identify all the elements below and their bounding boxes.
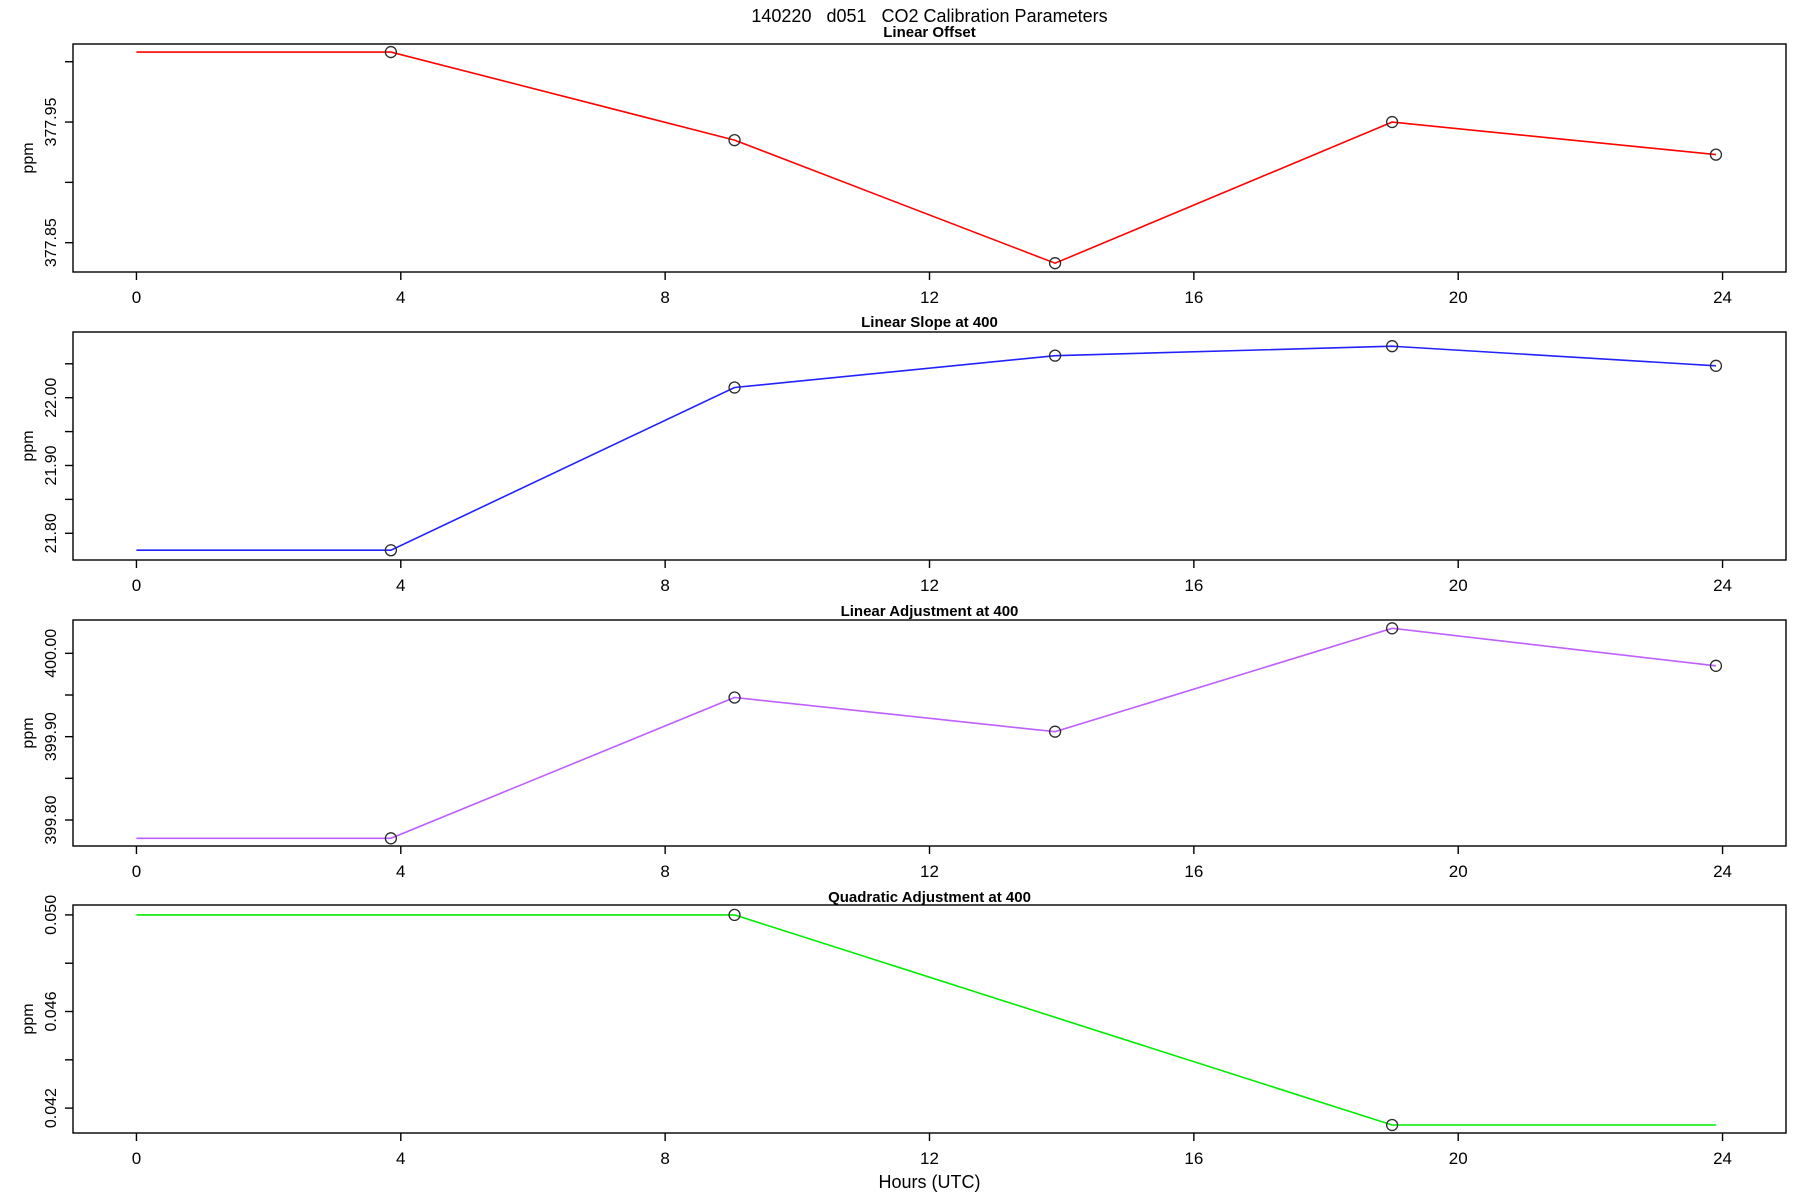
x-tick-label: 20 bbox=[1449, 288, 1468, 307]
y-axis-label-panel-4: ppm bbox=[20, 1003, 37, 1035]
x-tick-label: 4 bbox=[396, 288, 405, 307]
x-tick-label: 0 bbox=[132, 1149, 141, 1168]
x-tick-label: 20 bbox=[1449, 576, 1468, 595]
x-tick-label: 16 bbox=[1184, 576, 1203, 595]
data-point-marker bbox=[384, 544, 398, 557]
x-tick-label: 16 bbox=[1184, 1149, 1203, 1168]
data-point-marker bbox=[384, 45, 398, 59]
data-point-marker bbox=[1385, 340, 1399, 353]
data-point-marker bbox=[1709, 659, 1723, 672]
x-tick-label: 20 bbox=[1449, 1149, 1468, 1168]
plot-box-border bbox=[72, 619, 1787, 847]
x-tick-label: 12 bbox=[920, 288, 939, 307]
x-axis-label: Hours (UTC) bbox=[878, 1172, 981, 1192]
plot-box-border bbox=[72, 43, 1787, 273]
data-point-marker bbox=[1385, 622, 1399, 635]
panel-title-quadratic-adjustment: Quadratic Adjustment at 400 bbox=[828, 889, 1031, 906]
x-tick-label: 0 bbox=[132, 288, 141, 307]
y-tick-label: 21.90 bbox=[43, 445, 60, 485]
x-tick-label: 4 bbox=[396, 1149, 405, 1168]
linear-adjustment-line bbox=[136, 627, 1716, 840]
y-tick-label: 377.85 bbox=[43, 218, 60, 267]
linear-offset-line bbox=[136, 51, 1716, 265]
linear-slope-line bbox=[136, 345, 1716, 552]
panel-4: 0 4 8 12 16 20 24 0.042 0.046 0.050 bbox=[43, 895, 1787, 1168]
y-tick-label: 22.00 bbox=[43, 378, 60, 418]
x-tick-label: 0 bbox=[132, 576, 141, 595]
data-point-marker bbox=[728, 908, 741, 922]
x-tick-label: 16 bbox=[1184, 288, 1203, 307]
x-tick-label: 24 bbox=[1713, 576, 1732, 595]
y-axis-label-panel-3: ppm bbox=[20, 717, 37, 749]
y-tick-label: 0.050 bbox=[43, 895, 60, 935]
panel-2: 0 4 8 12 16 20 24 21.80 21.90 22.00 bbox=[43, 331, 1787, 595]
y-tick-label: 377.95 bbox=[43, 97, 60, 146]
panel-3: 0 4 8 12 16 20 24 399.80 399.90 400.00 bbox=[43, 619, 1787, 881]
data-point-marker bbox=[1048, 349, 1062, 362]
y-axis-label-panel-1: ppm bbox=[20, 142, 37, 174]
data-point-marker bbox=[1385, 115, 1399, 129]
y-tick-label: 0.046 bbox=[43, 991, 60, 1031]
page-title: 140220 d051 CO2 Calibration Parameters bbox=[751, 6, 1108, 26]
x-tick-label: 16 bbox=[1184, 862, 1203, 881]
panel-title-linear-slope: Linear Slope at 400 bbox=[861, 314, 998, 331]
x-tick-label: 8 bbox=[660, 576, 669, 595]
x-tick-label: 8 bbox=[660, 1149, 669, 1168]
panel-title-linear-adjustment: Linear Adjustment at 400 bbox=[840, 603, 1019, 620]
y-tick-label: 400.00 bbox=[43, 629, 60, 678]
plot-box-border bbox=[72, 904, 1787, 1134]
data-point-marker bbox=[728, 381, 741, 394]
data-point-marker bbox=[1048, 257, 1062, 270]
x-tick-label: 0 bbox=[132, 862, 141, 881]
y-axis-label-panel-2: ppm bbox=[20, 430, 37, 462]
y-tick-label: 21.80 bbox=[43, 513, 60, 553]
quadratic-adjustment-line bbox=[136, 914, 1716, 1126]
panel-title-linear-offset: Linear Offset bbox=[883, 24, 976, 41]
panel-1: 0 4 8 12 16 20 24 377.85 377.95 bbox=[43, 43, 1787, 307]
data-point-marker bbox=[728, 691, 741, 704]
x-tick-label: 8 bbox=[660, 862, 669, 881]
x-tick-label: 12 bbox=[920, 862, 939, 881]
data-point-marker bbox=[384, 832, 398, 845]
x-tick-label: 4 bbox=[396, 862, 405, 881]
data-point-marker bbox=[1709, 359, 1723, 372]
x-tick-label: 24 bbox=[1713, 288, 1732, 307]
data-point-marker bbox=[728, 133, 741, 147]
x-tick-label: 12 bbox=[920, 1149, 939, 1168]
data-point-marker bbox=[1709, 148, 1723, 161]
plot-box-border bbox=[72, 331, 1787, 561]
data-point-marker bbox=[1048, 725, 1062, 738]
x-tick-label: 20 bbox=[1449, 862, 1468, 881]
x-tick-label: 24 bbox=[1713, 1149, 1732, 1168]
y-tick-label: 399.80 bbox=[43, 795, 60, 844]
x-tick-label: 12 bbox=[920, 576, 939, 595]
data-point-marker bbox=[1385, 1118, 1399, 1132]
x-tick-label: 8 bbox=[660, 288, 669, 307]
x-tick-label: 24 bbox=[1713, 862, 1732, 881]
y-tick-label: 399.90 bbox=[43, 712, 60, 761]
y-tick-label: 0.042 bbox=[43, 1088, 60, 1128]
x-tick-label: 4 bbox=[396, 576, 405, 595]
